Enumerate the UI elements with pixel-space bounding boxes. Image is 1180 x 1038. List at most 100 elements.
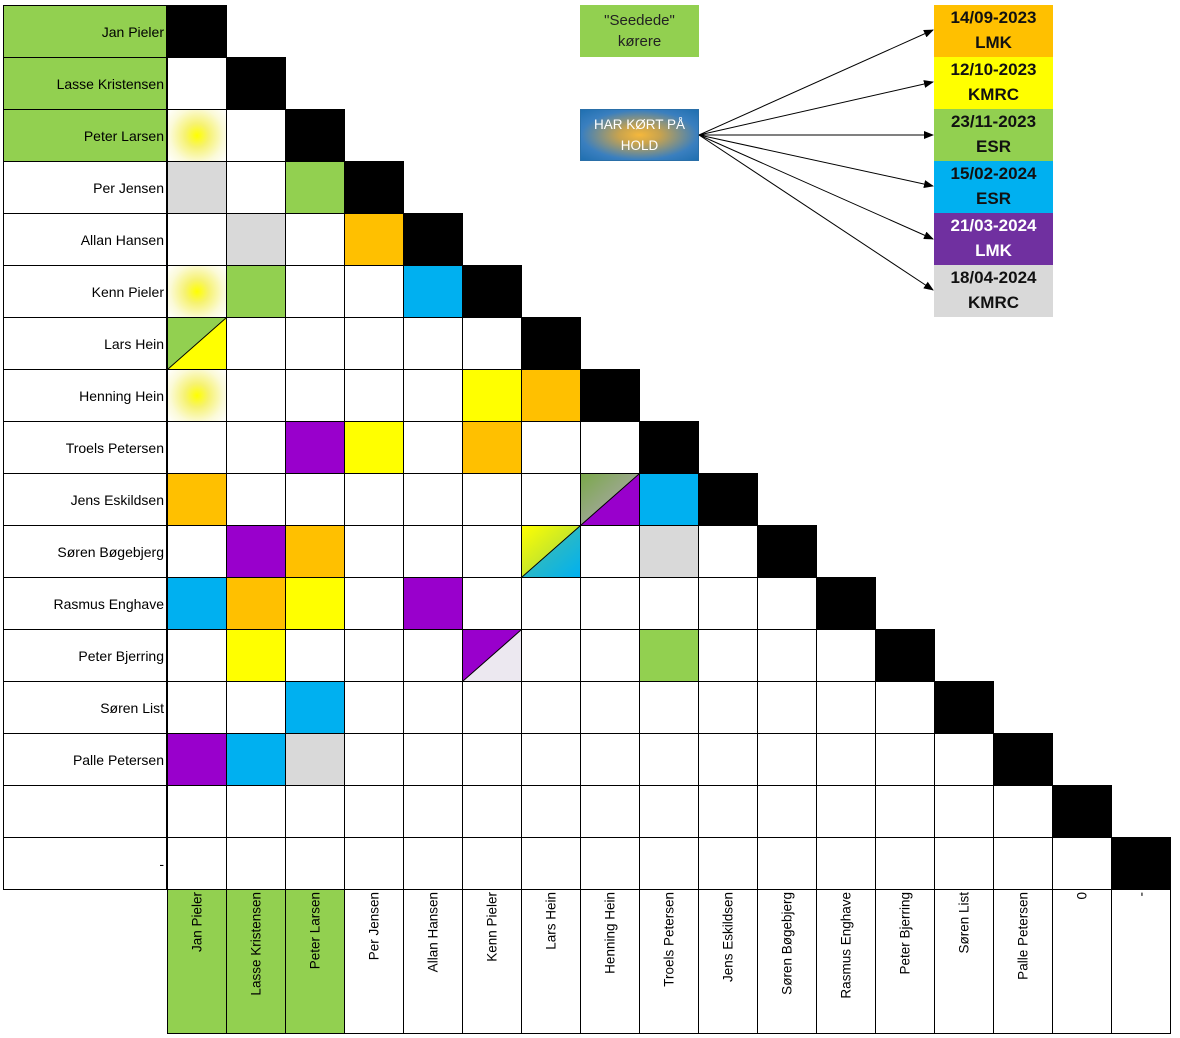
diagonal-cell <box>698 473 758 526</box>
pairing-cell <box>521 473 581 526</box>
diagonal-cell <box>875 629 935 682</box>
pairing-cell <box>639 733 699 786</box>
pairing-cell <box>167 733 227 786</box>
event-track: KMRC <box>968 293 1019 312</box>
event-track: ESR <box>976 189 1011 208</box>
pairing-cell <box>226 785 286 838</box>
event-box: 23/11-2023 ESR <box>934 109 1053 161</box>
column-label: - <box>1111 889 1171 1034</box>
pairing-cell <box>698 837 758 890</box>
pairing-cell <box>580 785 640 838</box>
pairing-cell <box>580 837 640 890</box>
pairing-cell <box>462 629 522 682</box>
pairing-cell <box>403 369 463 422</box>
row-label: Jan Pieler <box>3 5 167 58</box>
event-box: 12/10-2023 KMRC <box>934 57 1053 109</box>
pairing-cell <box>226 161 286 214</box>
seeded-legend-label: "Seedede" kørere <box>604 12 675 50</box>
event-box: 18/04-2024 KMRC <box>934 265 1053 317</box>
pairing-cell <box>639 837 699 890</box>
pairing-cell <box>344 577 404 630</box>
pairing-cell <box>285 785 345 838</box>
pairing-cell <box>639 681 699 734</box>
team-legend-label: HAR KØRT PÅ HOLD <box>593 117 686 153</box>
pairing-cell <box>462 733 522 786</box>
event-track: KMRC <box>968 85 1019 104</box>
pairing-cell <box>521 525 581 578</box>
event-box: 21/03-2024 LMK <box>934 213 1053 265</box>
pairing-cell <box>934 837 994 890</box>
pairing-cell <box>934 785 994 838</box>
pairing-cell <box>344 213 404 266</box>
pairing-cell <box>285 629 345 682</box>
pairing-cell <box>226 473 286 526</box>
pairing-cell <box>285 421 345 474</box>
event-date: 14/09-2023 <box>950 8 1037 27</box>
pairing-cell <box>344 525 404 578</box>
legend-arrow <box>698 134 934 291</box>
pairing-cell <box>639 577 699 630</box>
pairing-cell <box>580 577 640 630</box>
pairing-cell <box>226 265 286 318</box>
diagonal-cell <box>462 265 522 318</box>
pairing-cell <box>167 109 227 162</box>
pairing-cell <box>462 785 522 838</box>
event-date: 18/04-2024 <box>950 268 1037 287</box>
legend-arrow <box>698 134 934 188</box>
pairing-cell <box>285 473 345 526</box>
pairing-cell <box>580 629 640 682</box>
event-track: LMK <box>975 241 1012 260</box>
pairing-cell <box>462 369 522 422</box>
pairing-cell <box>816 681 876 734</box>
diagonal-cell <box>934 681 994 734</box>
pairing-cell <box>462 681 522 734</box>
diagonal-cell <box>521 317 581 370</box>
pairing-cell <box>167 317 227 370</box>
pairing-cell <box>462 837 522 890</box>
pairing-cell <box>226 837 286 890</box>
pairing-cell <box>698 681 758 734</box>
diagonal-cell <box>993 733 1053 786</box>
pairing-cell <box>285 213 345 266</box>
pairing-cell <box>521 421 581 474</box>
pairing-cell <box>167 473 227 526</box>
pairing-cell <box>757 681 817 734</box>
event-track: ESR <box>976 137 1011 156</box>
pairing-cell <box>285 317 345 370</box>
pairing-cell <box>462 525 522 578</box>
team-legend: HAR KØRT PÅ HOLD <box>580 109 699 161</box>
legend-arrow <box>698 80 934 136</box>
pairing-cell <box>757 785 817 838</box>
pairing-cell <box>757 629 817 682</box>
pairing-cell <box>285 525 345 578</box>
legend-arrow <box>698 134 934 240</box>
pairing-cell <box>993 837 1053 890</box>
pairing-cell <box>403 577 463 630</box>
pairing-cell <box>403 785 463 838</box>
event-date: 15/02-2024 <box>950 164 1037 183</box>
pairing-cell <box>698 785 758 838</box>
diagonal-cell <box>580 369 640 422</box>
pairing-cell <box>344 421 404 474</box>
event-box: 14/09-2023 LMK <box>934 5 1053 57</box>
pairing-cell <box>167 681 227 734</box>
diagonal-cell <box>167 5 227 58</box>
event-date: 12/10-2023 <box>950 60 1037 79</box>
diagonal-cell <box>403 213 463 266</box>
pairing-cell <box>580 525 640 578</box>
pairing-cell <box>285 733 345 786</box>
pairing-cell <box>580 733 640 786</box>
event-date: 21/03-2024 <box>950 216 1037 235</box>
diagonal-cell <box>1111 837 1171 890</box>
diagonal-cell <box>639 421 699 474</box>
event-track: LMK <box>975 33 1012 52</box>
pairing-cell <box>580 473 640 526</box>
pairing-cell <box>403 837 463 890</box>
diagonal-cell <box>816 577 876 630</box>
pairing-cell <box>816 785 876 838</box>
seeded-legend: "Seedede" kørere <box>580 5 699 57</box>
row-label: Peter Larsen <box>3 109 167 162</box>
event-box: 15/02-2024 ESR <box>934 161 1053 213</box>
pairing-cell <box>167 629 227 682</box>
